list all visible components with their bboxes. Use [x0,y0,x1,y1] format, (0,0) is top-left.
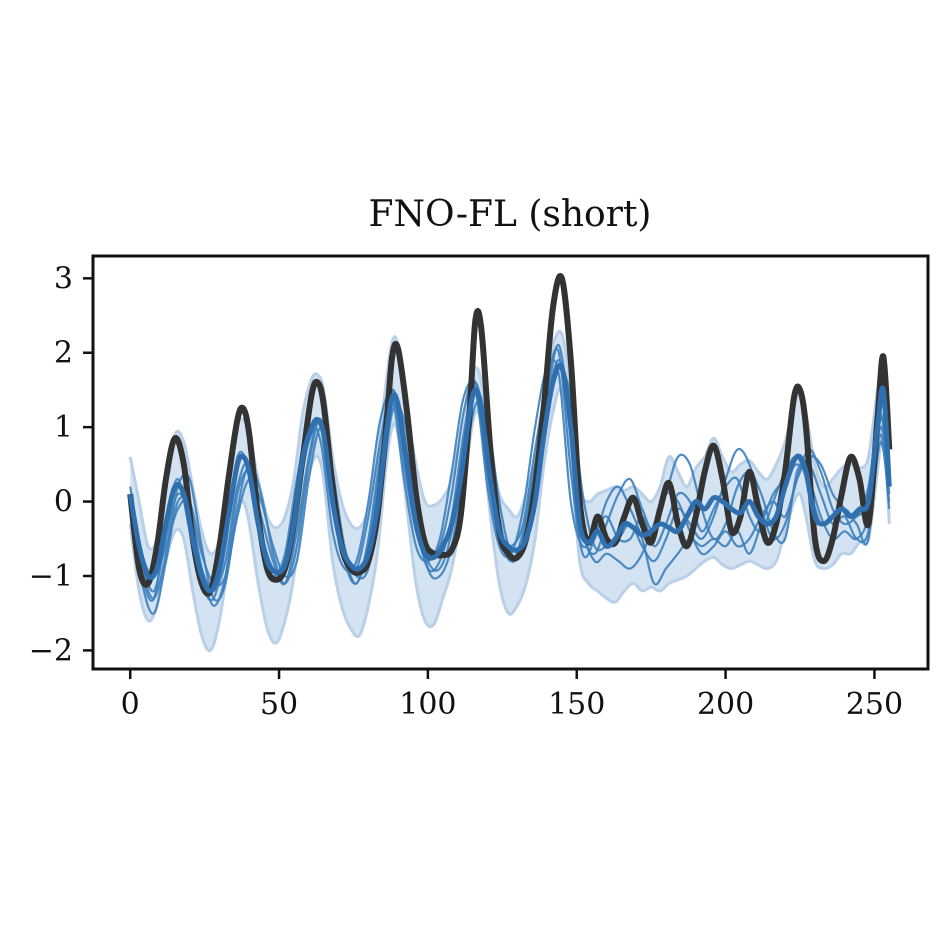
x-tick-label: 0 [121,687,140,722]
x-tick-label: 100 [399,687,456,722]
y-tick-label: −2 [29,633,73,668]
y-tick-label: −1 [29,559,73,594]
x-tick-label: 200 [697,687,754,722]
y-axis-ticks: −2 −1 0 1 2 3 [29,261,93,668]
y-tick-label: 2 [54,336,73,371]
y-tick-label: 3 [54,261,73,296]
chart-title: FNO-FL (short) [369,194,652,235]
uncertainty-band [130,331,890,651]
y-tick-label: 0 [54,485,73,520]
mean-line [127,362,892,594]
x-tick-label: 150 [548,687,605,722]
mean-line-layer [127,362,892,594]
plot-frame [91,254,930,671]
sample-line-4 [129,366,891,587]
x-axis-ticks: 0 50 100 150 200 250 [121,669,903,722]
x-tick-label: 250 [846,687,903,722]
band-lower-edge [128,386,891,653]
y-tick-label: 1 [54,410,73,445]
x-tick-label: 50 [260,687,298,722]
